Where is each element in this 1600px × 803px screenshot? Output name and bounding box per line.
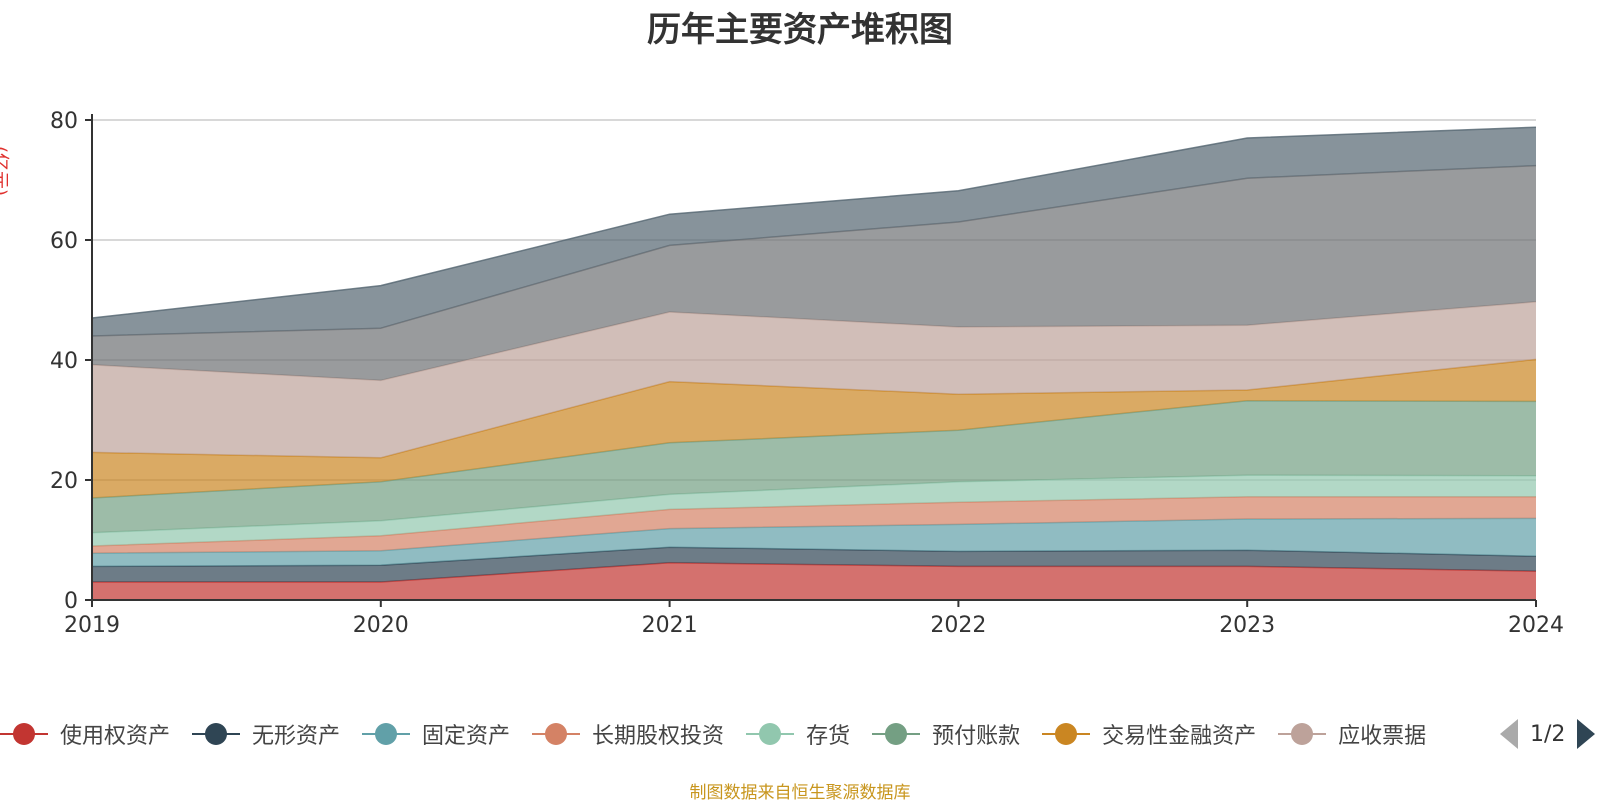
legend-item[interactable]: 预付账款 (872, 718, 1020, 750)
y-tick-label: 20 (50, 469, 78, 494)
area-series-7[interactable] (92, 359, 1536, 498)
legend-marker-icon (1278, 722, 1327, 746)
legend-marker-icon (872, 722, 921, 746)
x-tick-label: 2021 (642, 613, 698, 638)
legend-prev-page-button[interactable] (1500, 719, 1518, 749)
y-tick-label: 0 (64, 589, 78, 614)
legend-label: 应收票据 (1338, 724, 1427, 749)
area-series-1[interactable] (92, 562, 1536, 600)
area-series (91, 126, 1537, 600)
legend-marker-icon (746, 722, 795, 746)
x-tick-label: 2019 (64, 613, 120, 638)
area-series-2[interactable] (92, 547, 1536, 582)
x-tick-label: 2024 (1508, 613, 1564, 638)
legend-label: 无形资产 (252, 724, 341, 749)
legend-pager: 1/2 (1500, 716, 1596, 752)
axes: 0 20 40 60 80 2019 2020 2021 2022 2023 2024 (50, 109, 1564, 638)
legend-item[interactable]: 长期股权投资 (532, 718, 724, 750)
area-series-line-10 (91, 126, 1537, 319)
chart-title: 历年主要资产堆积图 (647, 10, 953, 50)
legend-label: 长期股权投资 (592, 724, 725, 749)
legend-item[interactable]: 固定资产 (362, 718, 510, 750)
legend-label: 存货 (806, 724, 851, 749)
legend-marker-icon (0, 722, 48, 746)
legend-item[interactable]: 交易性金融资产 (1042, 718, 1256, 750)
y-tick-label: 60 (50, 229, 78, 254)
area-series-9[interactable] (92, 165, 1536, 381)
legend-label: 使用权资产 (60, 724, 171, 749)
legend-marker-icon (192, 722, 241, 746)
source-note: 制图数据来自恒生聚源数据库 (689, 783, 911, 803)
legend-marker-icon (532, 722, 581, 746)
y-tick-label: 40 (50, 349, 78, 374)
y-tick-label: 80 (50, 109, 78, 134)
legend-item[interactable]: 使用权资产 (0, 718, 170, 750)
legend-item[interactable]: 存货 (746, 718, 850, 750)
area-series-8[interactable] (92, 301, 1536, 458)
area-series-5[interactable] (92, 475, 1536, 546)
legend-item[interactable]: 无形资产 (192, 718, 340, 750)
legend-label: 固定资产 (422, 724, 511, 749)
legend-next-page-button[interactable] (1577, 719, 1596, 749)
legend-marker-icon (1042, 722, 1091, 746)
stacked-area-chart: 0 20 40 60 80 2019 2020 2021 2022 2023 2024 (50, 109, 1564, 638)
area-series-3[interactable] (92, 518, 1536, 567)
area-series-10[interactable] (92, 127, 1536, 336)
legend-label: 交易性金融资产 (1102, 724, 1257, 749)
legend-label: 预付账款 (932, 724, 1021, 749)
x-tick-label: 2022 (930, 613, 986, 638)
legend: 使用权资产 无形资产 固定资产 长期股权投资 存货 预付账款 交易性金融资产 应收票据 (0, 716, 1500, 752)
legend-page-indicator: 1/2 (1530, 721, 1566, 747)
area-series-4[interactable] (92, 496, 1536, 554)
x-tick-label: 2023 (1219, 613, 1275, 638)
legend-item[interactable]: 应收票据 (1278, 718, 1426, 750)
legend-marker-icon (362, 722, 411, 746)
area-series-6[interactable] (92, 400, 1536, 533)
x-tick-label: 2020 (353, 613, 409, 638)
